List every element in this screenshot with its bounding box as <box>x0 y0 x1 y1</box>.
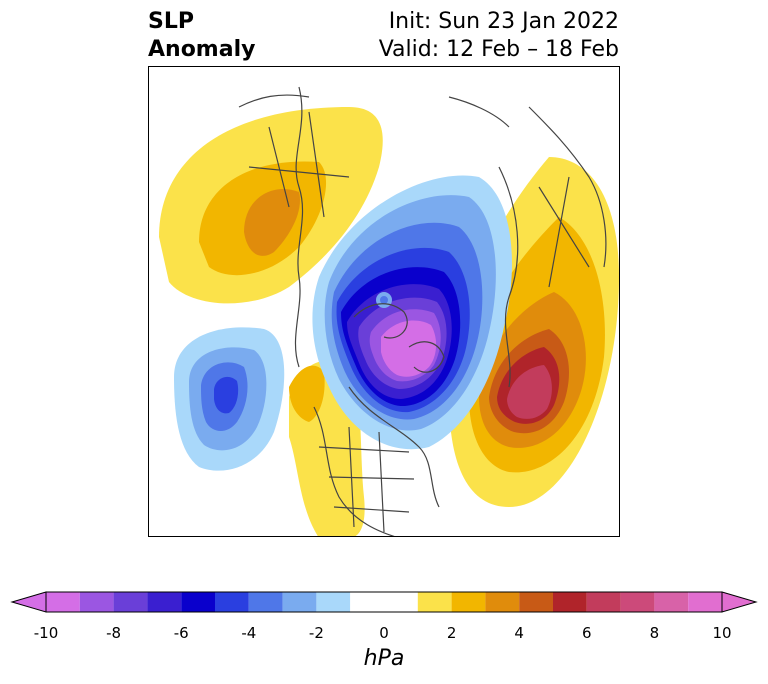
colorbar-segment <box>519 592 553 612</box>
colorbar-segment <box>485 592 520 612</box>
valid-range: Valid: 12 Feb – 18 Feb <box>378 37 619 62</box>
colorbar-segment <box>316 592 351 612</box>
init-date: Init: Sun 23 Jan 2022 <box>388 9 619 34</box>
title-left: SLP Anomaly <box>148 8 255 64</box>
map-panel <box>148 66 620 537</box>
colorbar-segment <box>688 592 722 612</box>
colorbar-tick-label: -8 <box>106 624 122 642</box>
colorbar-segments <box>46 592 722 612</box>
colorbar-tick-label: 6 <box>582 624 592 642</box>
colorbar-segment <box>451 592 486 612</box>
colorbar-tick-label: -4 <box>241 624 257 642</box>
colorbar-segment <box>620 592 655 612</box>
colorbar <box>10 591 758 613</box>
colorbar-outline <box>45 591 723 613</box>
colorbar-tick-label: 0 <box>379 624 389 642</box>
negative-anomaly-north-pacific <box>174 327 285 471</box>
colorbar-tick-label: -6 <box>173 624 189 642</box>
anomaly-map <box>159 86 619 536</box>
colorbar-tick-label: -10 <box>33 624 59 642</box>
colorbar-segment <box>248 592 283 612</box>
positive-anomaly-atlantic <box>449 157 619 507</box>
colorbar-extend-high <box>721 591 758 613</box>
colorbar-segment <box>282 592 317 612</box>
colorbar-segment <box>350 592 418 612</box>
colorbar-segment <box>46 592 80 612</box>
colorbar-tick-label: -2 <box>308 624 324 642</box>
colorbar-tick-label: 2 <box>446 624 457 642</box>
colorbar-segment <box>553 592 587 612</box>
title-field-type: Anomaly <box>148 37 256 62</box>
coastlines <box>238 86 607 536</box>
title-field-name: SLP <box>148 9 194 34</box>
colorbar-segment <box>147 592 182 612</box>
positive-anomaly-eurasia <box>159 107 383 304</box>
colorbar-segment <box>215 592 249 612</box>
colorbar-segment <box>586 592 621 612</box>
colorbar-extend-low <box>10 591 47 613</box>
colorbar-segment <box>654 592 689 612</box>
colorbar-segment <box>79 592 114 612</box>
title-right: Init: Sun 23 Jan 2022 Valid: 12 Feb – 18… <box>379 8 619 64</box>
negative-anomaly-arctic <box>312 175 512 450</box>
colorbar-segment <box>113 592 148 612</box>
colorbar-tick-label: 4 <box>514 624 524 642</box>
colorbar-units: hPa <box>363 646 405 671</box>
colorbar-segment <box>181 592 215 612</box>
colorbar-tick-label: 10 <box>712 624 732 642</box>
colorbar-tick-label: 8 <box>649 624 660 642</box>
colorbar-segment <box>417 592 452 612</box>
